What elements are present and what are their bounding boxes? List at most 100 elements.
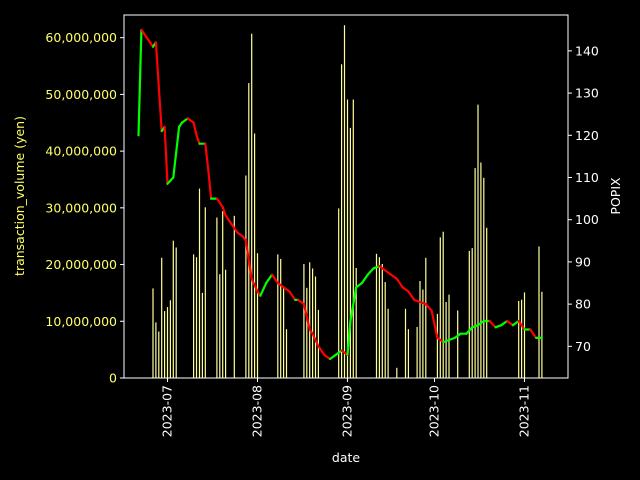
popix-segment <box>311 332 320 348</box>
volume-bar <box>161 257 163 378</box>
volume-bar <box>457 310 459 378</box>
popix-segment <box>186 117 195 124</box>
popix-segment <box>407 290 416 301</box>
volume-bar <box>312 268 314 378</box>
volume-bar <box>480 162 482 378</box>
popix-segment <box>395 277 404 289</box>
popix-segment <box>334 349 343 356</box>
volume-bar <box>219 274 221 378</box>
x-tick-label: 2023-08 <box>249 385 264 437</box>
volume-bar <box>471 248 473 378</box>
right-tick-label: 100 <box>575 212 599 227</box>
volume-bar <box>283 287 285 379</box>
volume-bar <box>314 276 317 378</box>
volume-bar <box>407 329 409 378</box>
left-tick-label: 0 <box>109 371 117 386</box>
popix-segment <box>192 121 198 137</box>
popix-segment <box>276 281 285 289</box>
popix-segment <box>506 319 515 327</box>
volume-bar <box>309 262 311 378</box>
popix-segment <box>453 332 462 339</box>
x-axis-label: date <box>332 450 360 465</box>
popix-segment <box>250 277 259 293</box>
popix-segment <box>366 267 375 276</box>
volume-bar <box>387 308 389 378</box>
volume-bar <box>341 64 343 379</box>
popix-segment <box>204 142 210 171</box>
volume-bar <box>166 307 169 378</box>
right-tick-label: 120 <box>575 128 599 143</box>
x-tick-label: 2023-10 <box>427 385 442 437</box>
volume-bar <box>349 127 351 379</box>
popix-segment <box>346 319 352 356</box>
volume-bar <box>233 215 235 378</box>
popix-segment <box>465 326 474 335</box>
popix-segment <box>384 269 393 276</box>
popix-segment <box>288 290 297 301</box>
right-axis: 70 80 90 100 110 120 130 140 <box>568 43 599 354</box>
popix-segment <box>137 28 143 137</box>
volume-bar <box>225 269 227 378</box>
popix-segment <box>436 336 445 344</box>
popix-segment <box>180 117 189 124</box>
left-tick-label: 50,000,000 <box>45 87 117 102</box>
popix-segment <box>378 265 387 272</box>
popix-segment <box>476 319 485 327</box>
volume-bar <box>303 264 305 378</box>
volume-bar <box>164 311 166 378</box>
right-tick-label: 140 <box>575 43 599 58</box>
popix-segment <box>517 319 526 331</box>
volume-bar <box>419 281 421 378</box>
popix-segment <box>259 281 268 297</box>
volume-bar <box>538 246 540 378</box>
volume-bar <box>381 264 383 378</box>
volume-bar <box>436 313 438 378</box>
volume-bar <box>346 99 349 378</box>
plot-frame <box>123 14 569 379</box>
y-axis-left-label: transaction_volume (yen) <box>12 116 27 276</box>
popix-segment <box>430 309 439 339</box>
popix-segment <box>488 319 497 329</box>
popix-segment <box>360 273 369 285</box>
volume-bar <box>375 253 378 378</box>
volume-bar <box>152 288 154 378</box>
volume-bar <box>306 287 308 378</box>
right-tick-label: 130 <box>575 86 599 101</box>
popix-segment <box>317 345 326 356</box>
right-tick-label: 110 <box>575 170 599 185</box>
volume-bar <box>172 240 174 378</box>
volume-bar <box>355 268 357 378</box>
volume-bar <box>338 208 340 378</box>
volume-bar <box>155 322 157 378</box>
volume-bar <box>277 254 279 378</box>
volume-bar <box>222 211 224 378</box>
volume-bar <box>195 257 198 378</box>
volume-bar <box>254 133 256 378</box>
volume-bar <box>216 217 218 378</box>
popix-segment <box>195 134 201 145</box>
x-axis: 2023-07 2023-08 2023-09 2023-10 2023-11 <box>160 378 531 437</box>
volume-bar <box>352 99 354 378</box>
volume-bar <box>193 254 195 378</box>
volume-bar <box>256 253 259 378</box>
volume-bar <box>285 329 288 378</box>
volume-bar <box>245 175 247 378</box>
volume-bar <box>422 289 424 378</box>
popix-segment <box>230 222 239 234</box>
volume-bar <box>425 257 427 378</box>
left-tick-label: 60,000,000 <box>45 30 117 45</box>
popix-segment <box>172 125 181 179</box>
popix-segment <box>270 273 279 285</box>
popix-segment <box>163 125 169 185</box>
popix-segment <box>328 353 337 361</box>
left-tick-label: 10,000,000 <box>45 314 117 329</box>
volume-bar <box>169 300 171 378</box>
volume-bar <box>474 168 476 378</box>
popix-segment <box>166 176 175 185</box>
volume-bar <box>477 104 479 378</box>
volume-bar <box>523 292 526 378</box>
volume-bar <box>468 250 470 378</box>
popix-line <box>137 28 544 361</box>
volume-bar <box>204 207 206 378</box>
popix-segment <box>154 41 163 133</box>
